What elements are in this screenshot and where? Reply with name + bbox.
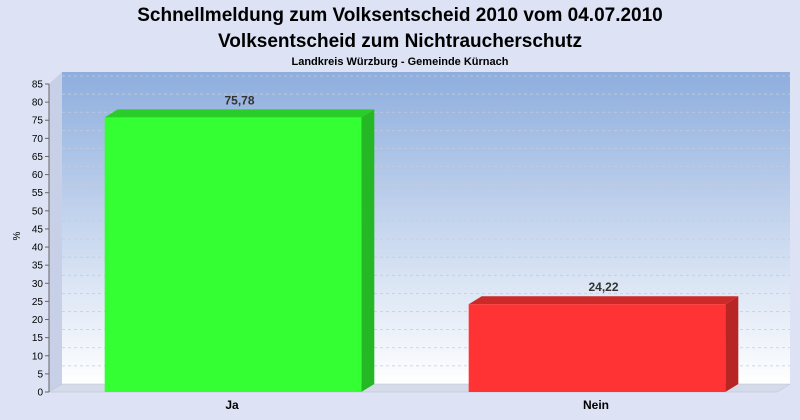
y-tick-label: 55: [32, 188, 44, 199]
bar-nein: [468, 296, 739, 392]
y-tick-label: 50: [32, 206, 44, 217]
y-tick-label: 25: [32, 297, 44, 308]
bar-side: [361, 109, 375, 393]
y-tick-label: 85: [32, 80, 44, 91]
bar-ja: [104, 109, 375, 393]
y-axis: 0 5 10 15 20 25 30 35 40 45 50 55 60 65 70 75 80 85: [32, 80, 50, 399]
y-tick-label: 70: [32, 134, 44, 145]
y-tick-label: 60: [32, 170, 44, 181]
bar-top: [468, 296, 739, 305]
y-tick-label: 35: [32, 261, 44, 272]
x-axis: Ja Nein: [225, 398, 609, 412]
bar-top: [104, 109, 375, 118]
y-tick-label: 80: [32, 98, 44, 109]
y-tick-label: 75: [32, 116, 44, 127]
data-label: 24,22: [588, 280, 618, 294]
y-tick-label: 40: [32, 243, 44, 254]
x-tick-label: Ja: [225, 398, 239, 412]
chart-title: Schnellmeldung zum Volksentscheid 2010 v…: [137, 5, 663, 26]
y-tick-label: 0: [37, 388, 43, 399]
y-tick-label: 10: [32, 351, 44, 362]
data-labels: 75,78 24,22: [224, 93, 618, 294]
y-tick-label: 65: [32, 152, 44, 163]
x-tick-label: Nein: [583, 398, 609, 412]
y-tick-label: 30: [32, 279, 44, 290]
y-tick-label: 5: [37, 369, 43, 380]
y-tick-label: 20: [32, 315, 44, 326]
y-axis-label: %: [12, 231, 23, 240]
y-tick-label: 45: [32, 224, 44, 235]
y-tick-label: 15: [32, 333, 44, 344]
bar-front: [468, 304, 726, 392]
data-label: 75,78: [224, 93, 254, 107]
plot-left-wall: [49, 72, 62, 392]
chart-title-2: Volksentscheid zum Nichtraucherschutz: [218, 31, 582, 52]
bar-front: [104, 117, 362, 393]
chart-subtitle: Landkreis Würzburg - Gemeinde Kürnach: [292, 56, 509, 68]
bar-side: [725, 296, 739, 392]
bars: [104, 109, 739, 393]
